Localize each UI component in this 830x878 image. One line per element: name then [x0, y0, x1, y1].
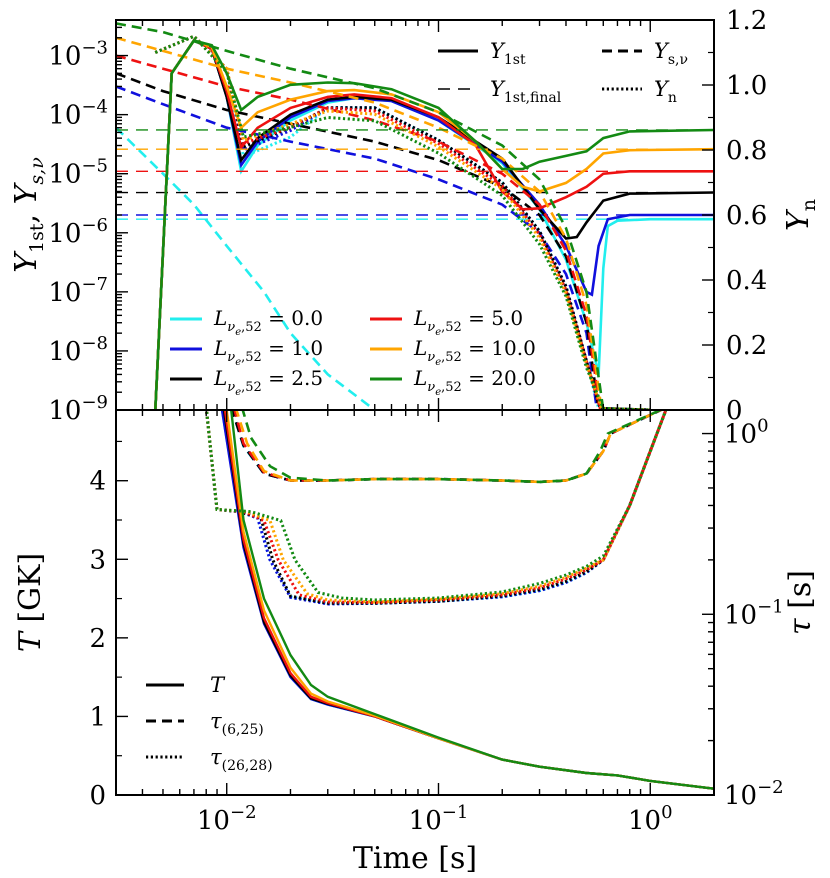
bottom-panel-plot-area — [204, 410, 714, 790]
legend-style-label: Y1st,final — [490, 77, 562, 106]
top-right-tick-label: 0.6 — [726, 201, 767, 231]
top-right-tick-label: 0.2 — [726, 331, 767, 361]
top-right-tick-label: 0 — [726, 396, 743, 426]
bottom-left-axis-label: T [GK] — [13, 553, 48, 652]
x-tick-label: 10−2 — [197, 802, 257, 836]
y1st-line-10.0 — [154, 38, 714, 410]
bottom-left-tick-label: 0 — [89, 781, 106, 811]
bottom-left-tick-label: 1 — [89, 702, 106, 732]
ysnu-line-10.0 — [116, 36, 603, 410]
x-axis-label: Time [s] — [353, 841, 477, 876]
legend-bottom-label: τ(6,25) — [210, 709, 264, 738]
legend-luminosity-label: Lνe,52 = 10.0 — [413, 336, 536, 368]
legend-style-label: Yn — [654, 77, 677, 106]
ysnu-line-5.0 — [116, 54, 602, 410]
labels: 10−2 10−1 10010−910−810−710−610−510−410−30… — [9, 6, 820, 876]
tau2628-line-5.0 — [204, 410, 668, 605]
top-right-tick-label: 0.4 — [726, 266, 767, 296]
legend-luminosity-label: Lνe,52 = 1.0 — [213, 336, 323, 368]
bottom-left-tick-label: 3 — [89, 545, 106, 575]
top-left-tick-label: 10−4 — [48, 97, 108, 131]
tau2628-line-20.0 — [204, 410, 668, 602]
top-panel-plot-area — [116, 22, 714, 410]
top-left-axis-label: Y1st, Ys,ν — [9, 157, 48, 273]
top-left-tick-label: 10−5 — [48, 156, 108, 190]
y1st-line-20.0 — [154, 39, 714, 410]
top-left-tick-label: 10−7 — [48, 274, 108, 308]
legend-luminosity-label: Lνe,52 = 20.0 — [413, 366, 536, 398]
bottom-right-tick-label: 10−1 — [724, 596, 784, 630]
legend-luminosity-label: Lνe,52 = 0.0 — [213, 306, 323, 338]
top-right-tick-label: 1.0 — [726, 71, 767, 101]
ysnu-line-20.0 — [116, 22, 605, 410]
bottom-right-axis-label: τ [s] — [783, 570, 818, 635]
top-right-axis-label: Yn — [781, 199, 820, 231]
tau2628-line-10.0 — [204, 410, 668, 604]
top-left-tick-label: 10−6 — [48, 215, 108, 249]
top-left-tick-label: 10−8 — [48, 333, 108, 367]
tau625-line-20.0 — [241, 410, 664, 484]
legend-luminosity-label: Lνe,52 = 2.5 — [213, 366, 323, 398]
legend-style-label: Ys,ν — [654, 39, 688, 68]
tau625-line-10.0 — [235, 410, 664, 484]
bottom-right-tick-label: 10−2 — [724, 777, 784, 811]
axes — [115, 19, 715, 796]
top-left-tick-label: 10−9 — [48, 392, 108, 426]
legend-bottom-label: τ(26,28) — [210, 745, 273, 774]
bottom-panel-frame — [115, 409, 715, 796]
ysnu-line-0.0 — [116, 126, 376, 410]
top-left-tick-label: 10−3 — [48, 38, 108, 72]
top-right-tick-label: 1.2 — [726, 6, 767, 36]
bottom-left-tick-label: 2 — [89, 624, 106, 654]
x-tick-label: 100 — [628, 802, 673, 836]
bottom-left-tick-label: 4 — [89, 467, 106, 497]
x-tick-label: 10−1 — [409, 802, 469, 836]
top-right-tick-label: 0.8 — [726, 136, 767, 166]
yn-line-10.0 — [154, 34, 651, 410]
temperature-line-20.0 — [230, 410, 714, 790]
legend-style-label: Y1st — [490, 39, 526, 68]
legend-bottom-label: T — [210, 673, 226, 697]
ysnu-line-1.0 — [116, 85, 599, 410]
bottom-right-tick-label: 100 — [724, 416, 769, 450]
legend-luminosity-label: Lνe,52 = 5.0 — [413, 306, 523, 338]
